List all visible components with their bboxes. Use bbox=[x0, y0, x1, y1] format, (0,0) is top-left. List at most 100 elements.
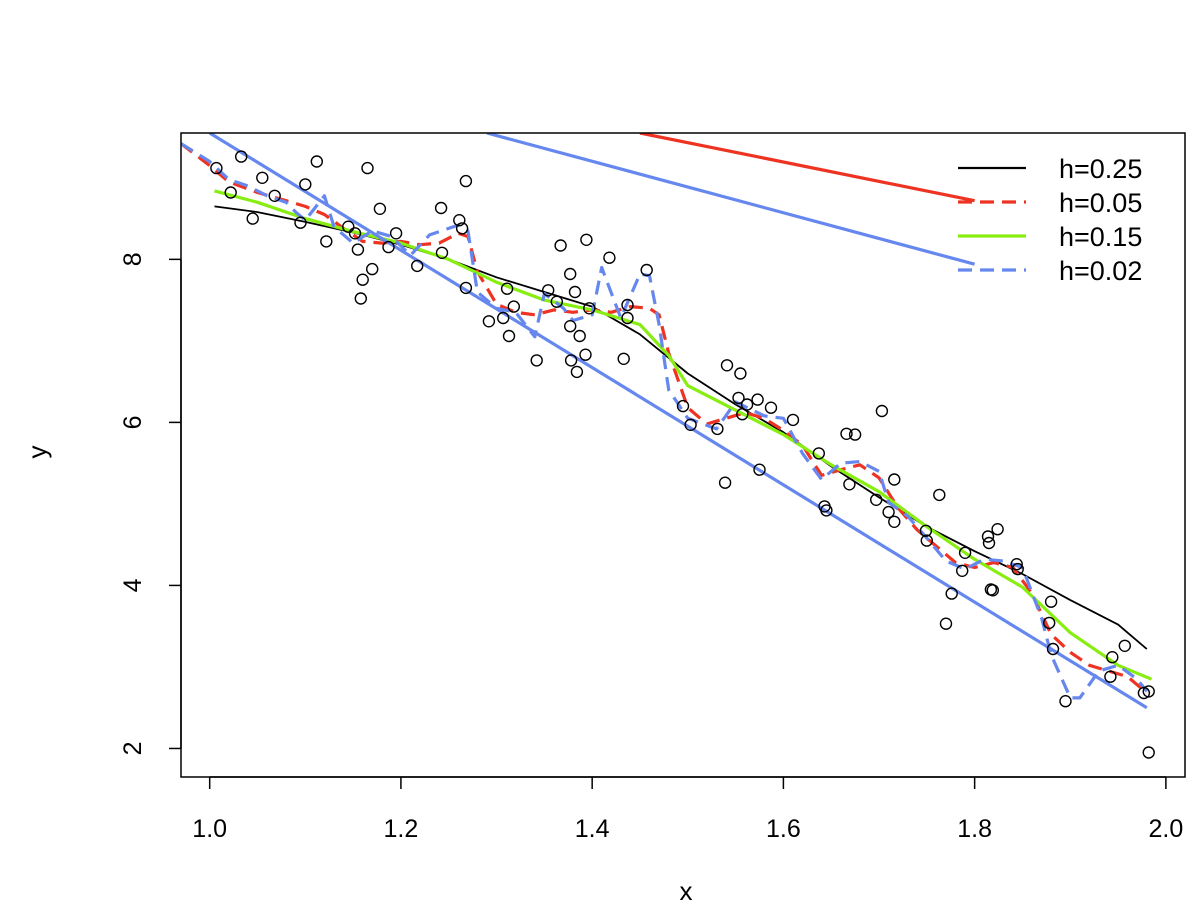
data-point bbox=[373, 202, 387, 216]
series-layer bbox=[181, 133, 1153, 710]
data-point bbox=[981, 530, 995, 543]
data-point bbox=[351, 243, 365, 256]
data-point bbox=[568, 285, 582, 299]
data-point bbox=[579, 348, 592, 361]
data-point bbox=[382, 240, 395, 254]
data-point bbox=[550, 295, 563, 308]
data-point bbox=[435, 246, 449, 260]
y-tick-label: 2 bbox=[119, 742, 147, 756]
data-point bbox=[939, 617, 953, 630]
data-point bbox=[718, 476, 732, 489]
legend-label: h=0.05 bbox=[1059, 188, 1142, 218]
data-point bbox=[361, 161, 374, 175]
data-point bbox=[956, 564, 969, 577]
data-point bbox=[812, 447, 825, 460]
points-layer bbox=[210, 150, 1155, 759]
data-point bbox=[1044, 595, 1058, 608]
data-point bbox=[617, 352, 630, 365]
data-point bbox=[919, 524, 933, 537]
data-point bbox=[299, 178, 312, 191]
data-point bbox=[764, 401, 778, 414]
data-point bbox=[459, 174, 473, 188]
axes-layer: 1.0 1.2 1.4 1.6 1.8 2.0 2 4 6 8 bbox=[119, 252, 1183, 843]
data-point bbox=[870, 493, 883, 506]
data-point bbox=[366, 262, 379, 276]
data-point bbox=[564, 320, 577, 333]
data-point bbox=[786, 413, 800, 427]
data-point bbox=[875, 404, 889, 418]
legend-label: h=0.25 bbox=[1059, 154, 1142, 184]
data-point bbox=[459, 281, 473, 295]
reference-line-4 bbox=[639, 133, 975, 203]
series-line-h-0-15 bbox=[214, 189, 1153, 681]
data-point bbox=[502, 329, 516, 343]
data-point bbox=[573, 329, 586, 343]
data-point bbox=[734, 367, 747, 380]
data-point bbox=[732, 391, 745, 405]
data-point bbox=[530, 354, 543, 367]
plot-box bbox=[180, 132, 1186, 778]
data-point bbox=[268, 189, 281, 203]
x-tick-label: 1.8 bbox=[957, 815, 992, 843]
data-point bbox=[1059, 695, 1072, 708]
data-point bbox=[542, 284, 555, 297]
data-point bbox=[583, 302, 596, 315]
y-axis-label: y bbox=[22, 446, 52, 459]
data-point bbox=[843, 478, 856, 491]
y-tick-label: 6 bbox=[119, 415, 147, 429]
x-tick-label: 2.0 bbox=[1148, 815, 1183, 843]
data-point bbox=[310, 155, 323, 168]
x-tick-label: 1.6 bbox=[766, 815, 801, 843]
data-point bbox=[294, 216, 307, 229]
data-point bbox=[256, 171, 269, 185]
data-point bbox=[1046, 642, 1060, 656]
data-point bbox=[958, 546, 972, 559]
data-point bbox=[234, 150, 248, 163]
legend: h=0.25 h=0.05 h=0.15 h=0.02 bbox=[958, 154, 1142, 286]
data-point bbox=[564, 267, 577, 281]
data-point bbox=[848, 428, 862, 441]
data-point bbox=[1106, 651, 1119, 664]
data-point bbox=[1104, 670, 1117, 683]
data-point bbox=[554, 239, 567, 252]
data-point bbox=[482, 315, 496, 328]
data-point bbox=[888, 473, 901, 486]
data-point bbox=[711, 422, 724, 436]
data-point bbox=[753, 463, 766, 476]
data-point bbox=[1042, 616, 1056, 630]
data-point bbox=[389, 227, 403, 240]
data-point bbox=[1118, 639, 1132, 652]
data-point bbox=[603, 251, 616, 264]
data-point bbox=[882, 505, 895, 519]
data-point bbox=[751, 393, 764, 406]
data-point bbox=[507, 300, 520, 313]
data-point bbox=[740, 398, 754, 411]
data-point bbox=[684, 418, 697, 431]
data-point bbox=[348, 227, 362, 240]
data-point bbox=[676, 399, 690, 413]
data-point bbox=[354, 292, 367, 305]
data-point bbox=[580, 233, 593, 247]
data-point bbox=[224, 186, 237, 199]
data-point bbox=[356, 273, 369, 286]
data-point bbox=[1142, 746, 1155, 759]
series-line-h-0-05 bbox=[181, 142, 1148, 695]
data-point bbox=[564, 354, 578, 367]
data-point bbox=[920, 534, 933, 547]
legend-label: h=0.02 bbox=[1059, 256, 1142, 286]
data-point bbox=[888, 515, 901, 528]
data-point bbox=[411, 259, 424, 273]
data-point bbox=[945, 587, 958, 600]
data-point bbox=[933, 488, 946, 502]
data-point bbox=[320, 235, 333, 248]
data-point bbox=[497, 311, 510, 325]
data-point bbox=[210, 161, 223, 175]
data-point bbox=[986, 584, 999, 597]
x-tick-label: 1.4 bbox=[575, 815, 610, 843]
data-point bbox=[621, 298, 634, 312]
data-point bbox=[500, 282, 514, 295]
legend-label: h=0.15 bbox=[1059, 222, 1142, 252]
x-tick-label: 1.2 bbox=[384, 815, 419, 843]
data-point bbox=[1142, 685, 1155, 698]
